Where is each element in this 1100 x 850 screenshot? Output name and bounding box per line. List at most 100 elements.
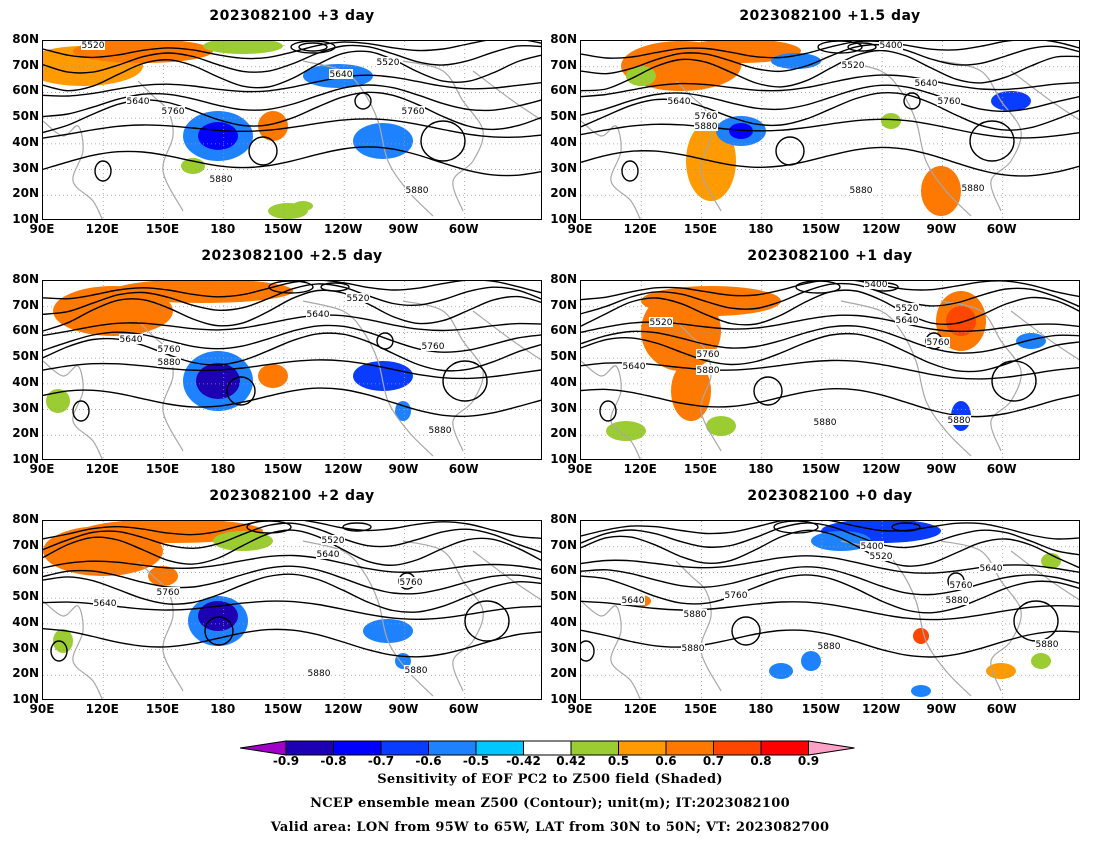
sensitivity-shading bbox=[991, 91, 1031, 111]
contour-label: 5880 bbox=[308, 669, 331, 679]
z500-contour bbox=[43, 600, 541, 621]
contour-label-bg bbox=[696, 365, 720, 375]
coastline bbox=[402, 300, 484, 452]
z500-contour bbox=[43, 289, 541, 332]
lat-axis-label: 70N bbox=[550, 57, 577, 72]
z500-closed-contour bbox=[599, 400, 617, 422]
lon-axis-label: 150W bbox=[263, 702, 303, 716]
contour-label-bg bbox=[346, 293, 370, 303]
sensitivity-shading bbox=[53, 629, 73, 653]
lat-axis-label: 10N bbox=[550, 692, 577, 706]
lon-axis-label: 180 bbox=[748, 222, 774, 236]
z500-contour bbox=[43, 565, 541, 595]
lat-axis-label: 60N bbox=[12, 563, 39, 578]
lon-axis-label: 60W bbox=[986, 462, 1017, 476]
lon-axis-label: 180 bbox=[210, 462, 236, 476]
colorbar-extend-high bbox=[808, 740, 855, 756]
contour-label: 5880 bbox=[697, 366, 720, 376]
caption-line-2: NCEP ensemble mean Z500 (Contour); unit(… bbox=[310, 796, 790, 811]
contour-label-bg bbox=[401, 106, 425, 116]
contour-label: 5760 bbox=[927, 338, 950, 348]
z500-closed-contour bbox=[969, 120, 1015, 162]
z500-contour bbox=[43, 84, 541, 118]
contour-label-bg bbox=[126, 96, 150, 106]
map-panel: 2023082100 +2.5 day 5520 5640 5640 5760 5760… bbox=[12, 248, 542, 476]
contour-label: 5760 bbox=[422, 342, 445, 352]
z500-contour bbox=[581, 118, 1079, 139]
lon-axis-label: 150W bbox=[801, 462, 841, 476]
contour-label: 5880 bbox=[814, 418, 837, 428]
z500-closed-contour bbox=[731, 616, 761, 646]
lon-axis-label: 150E bbox=[683, 222, 718, 236]
contour-label-bg bbox=[947, 415, 971, 425]
contour-label: 5760 bbox=[402, 107, 425, 117]
z500-contour bbox=[43, 573, 541, 613]
z500-contour bbox=[43, 324, 541, 353]
z500-contour bbox=[43, 118, 541, 139]
sensitivity-shading bbox=[1031, 653, 1051, 669]
lat-axis-label: 50N bbox=[12, 109, 39, 124]
contour-label-bg bbox=[860, 541, 884, 551]
z500-closed-contour bbox=[420, 120, 466, 162]
contour-label: 5760 bbox=[725, 591, 748, 601]
contour-label-bg bbox=[696, 349, 720, 359]
contour-label: 5520 bbox=[870, 552, 893, 562]
map-canvas: 5400 5520 5520 5640 5640 5760 5760 5880 5880 5880 bbox=[581, 281, 1079, 459]
sensitivity-shading bbox=[641, 286, 781, 316]
contour-label-bg bbox=[667, 96, 691, 106]
lat-axis-label: 20N bbox=[12, 666, 39, 681]
sensitivity-shading bbox=[606, 421, 646, 441]
lat-axis-label: 40N bbox=[12, 374, 39, 389]
lat-axis-label: 70N bbox=[550, 297, 577, 312]
contour-label-bg bbox=[949, 580, 973, 590]
lat-axis-label: 60N bbox=[550, 83, 577, 98]
lat-axis-label: 40N bbox=[550, 134, 577, 149]
sensitivity-shading bbox=[258, 111, 288, 141]
lon-axis-label: 120W bbox=[324, 222, 363, 236]
z500-contour bbox=[581, 49, 1079, 92]
contour-label-bg bbox=[157, 357, 181, 367]
contour-label-bg bbox=[869, 551, 893, 561]
contour-label: 5880 bbox=[962, 184, 985, 194]
lon-axis-label: 120W bbox=[324, 462, 363, 476]
z500-closed-contour bbox=[246, 521, 292, 534]
lon-axis-label: 60W bbox=[448, 222, 479, 236]
contour-label: 5640 bbox=[317, 550, 340, 560]
z500-contour bbox=[43, 314, 541, 337]
contour-label-bg bbox=[93, 598, 117, 608]
contour-label: 5760 bbox=[162, 107, 185, 117]
contour-label-bg bbox=[156, 587, 180, 597]
contour-label: 5760 bbox=[950, 581, 973, 591]
contour-label-bg bbox=[81, 41, 105, 50]
colorbar-tick-label: 0.6 bbox=[655, 754, 677, 768]
contour-label: 5640 bbox=[330, 70, 353, 80]
z500-contour bbox=[43, 44, 541, 74]
coastline bbox=[940, 60, 1022, 212]
contour-label: 5640 bbox=[307, 310, 330, 320]
panel-title: 2023082100 +1 day bbox=[747, 248, 913, 264]
colorbar-tick-label: -0.42 bbox=[506, 754, 541, 768]
map-plot-area: 5520 5640 5640 5760 5760 5880 5880 bbox=[42, 280, 542, 460]
contour-label: 5880 bbox=[818, 642, 841, 652]
z500-closed-contour bbox=[226, 376, 256, 406]
lat-axis-label: 50N bbox=[550, 589, 577, 604]
sensitivity-shading bbox=[258, 364, 288, 388]
lon-axis-label: 90E bbox=[567, 462, 593, 476]
coastline bbox=[940, 540, 1022, 692]
lat-axis-label: 80N bbox=[550, 272, 577, 286]
lon-axis-label: 90E bbox=[29, 462, 55, 476]
contour-label-bg bbox=[914, 78, 938, 88]
lat-axis-label: 10N bbox=[550, 452, 577, 466]
contour-label-bg bbox=[694, 111, 718, 121]
z500-contour bbox=[43, 387, 541, 418]
lon-axis-label: 120E bbox=[623, 462, 657, 476]
contour-label: 5520 bbox=[377, 58, 400, 68]
lon-axis-label: 120W bbox=[862, 222, 901, 236]
contour-label-bg bbox=[399, 577, 423, 587]
lat-axis-label: 50N bbox=[12, 589, 39, 604]
contour-label: 5400 bbox=[861, 542, 884, 552]
lon-axis-label: 150W bbox=[263, 222, 303, 236]
contour-label-bg bbox=[209, 174, 233, 184]
